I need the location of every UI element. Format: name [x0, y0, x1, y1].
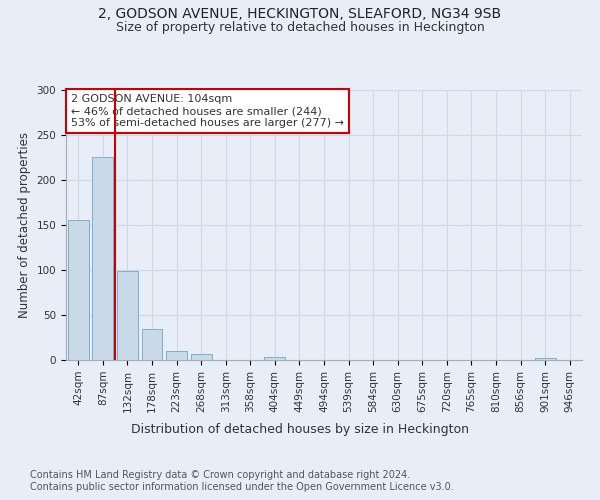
Text: Contains HM Land Registry data © Crown copyright and database right 2024.: Contains HM Land Registry data © Crown c…	[30, 470, 410, 480]
Text: Contains public sector information licensed under the Open Government Licence v3: Contains public sector information licen…	[30, 482, 454, 492]
Bar	[265, 358, 286, 360]
Bar	[68, 220, 89, 360]
Bar	[142, 330, 163, 360]
Text: 2 GODSON AVENUE: 104sqm
← 46% of detached houses are smaller (244)
53% of semi-d: 2 GODSON AVENUE: 104sqm ← 46% of detache…	[71, 94, 344, 128]
Bar	[535, 358, 556, 360]
Bar	[117, 271, 138, 360]
Bar	[191, 354, 212, 360]
Bar	[166, 351, 187, 360]
Text: Size of property relative to detached houses in Heckington: Size of property relative to detached ho…	[116, 21, 484, 34]
Y-axis label: Number of detached properties: Number of detached properties	[18, 132, 31, 318]
Text: 2, GODSON AVENUE, HECKINGTON, SLEAFORD, NG34 9SB: 2, GODSON AVENUE, HECKINGTON, SLEAFORD, …	[98, 8, 502, 22]
Text: Distribution of detached houses by size in Heckington: Distribution of detached houses by size …	[131, 422, 469, 436]
Bar	[92, 156, 113, 360]
